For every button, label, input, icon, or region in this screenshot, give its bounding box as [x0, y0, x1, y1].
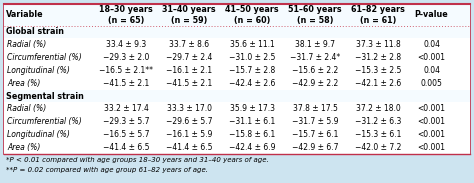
Bar: [4, 38, 470, 51]
Text: 37.2 ± 18.0: 37.2 ± 18.0: [356, 104, 401, 113]
Bar: [4, 102, 470, 115]
Text: −41.5 ± 2.1: −41.5 ± 2.1: [166, 79, 212, 88]
Text: Radial (%): Radial (%): [7, 104, 46, 113]
Text: 0.005: 0.005: [420, 79, 443, 88]
Text: **P = 0.02 compared with age group 61–82 years of age.: **P = 0.02 compared with age group 61–82…: [6, 167, 208, 173]
Text: −31.7 ± 2.4*: −31.7 ± 2.4*: [290, 53, 340, 62]
Text: −41.4 ± 6.5: −41.4 ± 6.5: [166, 143, 212, 152]
Text: 33.7 ± 8.6: 33.7 ± 8.6: [169, 40, 210, 49]
Text: −16.5 ± 2.1**: −16.5 ± 2.1**: [100, 66, 153, 75]
Text: <0.001: <0.001: [418, 130, 446, 139]
Text: −16.1 ± 2.1: −16.1 ± 2.1: [166, 66, 212, 75]
Text: 33.4 ± 9.3: 33.4 ± 9.3: [106, 40, 146, 49]
Bar: [4, 4, 470, 26]
Text: −42.9 ± 2.2: −42.9 ± 2.2: [292, 79, 338, 88]
Text: −31.1 ± 6.1: −31.1 ± 6.1: [229, 117, 275, 126]
Text: −29.3 ± 2.0: −29.3 ± 2.0: [103, 53, 149, 62]
Text: Radial (%): Radial (%): [7, 40, 46, 49]
Text: −29.6 ± 5.7: −29.6 ± 5.7: [166, 117, 212, 126]
Text: Circumferential (%): Circumferential (%): [7, 53, 82, 62]
Text: Longitudinal (%): Longitudinal (%): [7, 66, 70, 75]
Text: −31.0 ± 2.5: −31.0 ± 2.5: [229, 53, 275, 62]
Text: <0.001: <0.001: [418, 53, 446, 62]
Text: −42.9 ± 6.7: −42.9 ± 6.7: [292, 143, 338, 152]
Text: −29.3 ± 5.7: −29.3 ± 5.7: [103, 117, 150, 126]
Text: −15.6 ± 2.2: −15.6 ± 2.2: [292, 66, 338, 75]
Bar: [4, 77, 470, 90]
Bar: [4, 128, 470, 141]
Bar: [4, 90, 470, 102]
Bar: [4, 4, 470, 154]
Bar: [4, 141, 470, 154]
Text: −41.4 ± 6.5: −41.4 ± 6.5: [103, 143, 150, 152]
Bar: [4, 51, 470, 64]
Text: 0.04: 0.04: [423, 66, 440, 75]
Text: 31–40 years
(n = 59): 31–40 years (n = 59): [163, 5, 216, 25]
Text: −15.7 ± 6.1: −15.7 ± 6.1: [292, 130, 338, 139]
Text: −42.4 ± 2.6: −42.4 ± 2.6: [229, 79, 275, 88]
Text: Area (%): Area (%): [7, 79, 40, 88]
Text: −41.5 ± 2.1: −41.5 ± 2.1: [103, 79, 149, 88]
Text: −15.8 ± 6.1: −15.8 ± 6.1: [229, 130, 275, 139]
Text: −16.1 ± 5.9: −16.1 ± 5.9: [166, 130, 212, 139]
Text: −15.7 ± 2.8: −15.7 ± 2.8: [229, 66, 275, 75]
Text: 61–82 years
(n = 61): 61–82 years (n = 61): [351, 5, 405, 25]
Text: 18–30 years
(n = 65): 18–30 years (n = 65): [100, 5, 153, 25]
Text: 33.2 ± 17.4: 33.2 ± 17.4: [104, 104, 149, 113]
Text: −31.2 ± 2.8: −31.2 ± 2.8: [355, 53, 401, 62]
Text: Area (%): Area (%): [7, 143, 40, 152]
Text: −15.3 ± 6.1: −15.3 ± 6.1: [355, 130, 401, 139]
Text: −31.7 ± 5.9: −31.7 ± 5.9: [292, 117, 338, 126]
Text: −29.7 ± 2.4: −29.7 ± 2.4: [166, 53, 212, 62]
Text: 35.9 ± 17.3: 35.9 ± 17.3: [229, 104, 274, 113]
Bar: [4, 115, 470, 128]
Text: 37.8 ± 17.5: 37.8 ± 17.5: [292, 104, 337, 113]
Text: 33.3 ± 17.0: 33.3 ± 17.0: [167, 104, 212, 113]
Text: <0.001: <0.001: [418, 104, 446, 113]
Bar: [4, 64, 470, 77]
Text: Variable: Variable: [6, 10, 44, 19]
Text: Circumferential (%): Circumferential (%): [7, 117, 82, 126]
Text: <0.001: <0.001: [418, 117, 446, 126]
Text: *P < 0.01 compared with age groups 18–30 years and 31–40 years of age.: *P < 0.01 compared with age groups 18–30…: [6, 157, 269, 163]
Text: Global strain: Global strain: [6, 27, 64, 36]
Text: −15.3 ± 2.5: −15.3 ± 2.5: [355, 66, 401, 75]
Text: −42.4 ± 6.9: −42.4 ± 6.9: [229, 143, 275, 152]
Text: Longitudinal (%): Longitudinal (%): [7, 130, 70, 139]
Bar: [4, 26, 470, 38]
Text: Segmental strain: Segmental strain: [6, 92, 84, 100]
Text: −42.0 ± 7.2: −42.0 ± 7.2: [355, 143, 401, 152]
Text: <0.001: <0.001: [418, 143, 446, 152]
Text: 37.3 ± 11.8: 37.3 ± 11.8: [356, 40, 401, 49]
Text: 35.6 ± 11.1: 35.6 ± 11.1: [230, 40, 274, 49]
Text: 41–50 years
(n = 60): 41–50 years (n = 60): [225, 5, 279, 25]
Text: −31.2 ± 6.3: −31.2 ± 6.3: [355, 117, 401, 126]
Text: 51–60 years
(n = 58): 51–60 years (n = 58): [288, 5, 342, 25]
Text: 38.1 ± 9.7: 38.1 ± 9.7: [295, 40, 335, 49]
Text: −16.5 ± 5.7: −16.5 ± 5.7: [103, 130, 150, 139]
Text: P-value: P-value: [415, 10, 448, 19]
Text: −42.1 ± 2.6: −42.1 ± 2.6: [355, 79, 401, 88]
Text: 0.04: 0.04: [423, 40, 440, 49]
